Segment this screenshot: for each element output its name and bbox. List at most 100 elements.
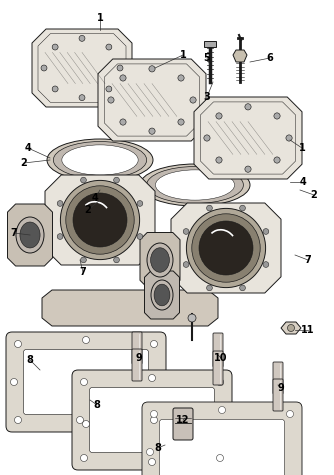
- Circle shape: [288, 324, 295, 332]
- Polygon shape: [45, 175, 155, 265]
- Circle shape: [263, 228, 269, 234]
- Text: 4: 4: [92, 193, 99, 203]
- Circle shape: [216, 157, 222, 163]
- Circle shape: [60, 180, 140, 260]
- Circle shape: [149, 374, 156, 381]
- Polygon shape: [98, 59, 206, 141]
- Circle shape: [120, 119, 126, 125]
- Circle shape: [274, 113, 280, 119]
- Circle shape: [216, 379, 223, 386]
- Circle shape: [216, 113, 222, 119]
- FancyBboxPatch shape: [132, 332, 142, 364]
- Circle shape: [188, 314, 196, 322]
- Circle shape: [80, 379, 88, 386]
- Circle shape: [14, 417, 21, 424]
- Circle shape: [178, 119, 184, 125]
- Text: 11: 11: [301, 325, 315, 335]
- Circle shape: [151, 410, 158, 418]
- FancyBboxPatch shape: [24, 350, 148, 414]
- Text: 12: 12: [176, 415, 190, 425]
- Circle shape: [120, 75, 126, 81]
- Circle shape: [240, 285, 245, 291]
- Text: 2: 2: [311, 190, 317, 200]
- Circle shape: [80, 177, 87, 183]
- Text: 6: 6: [267, 53, 273, 63]
- Polygon shape: [7, 204, 52, 266]
- Ellipse shape: [140, 164, 250, 206]
- FancyBboxPatch shape: [72, 370, 232, 470]
- Polygon shape: [171, 203, 281, 293]
- Ellipse shape: [147, 167, 243, 203]
- Circle shape: [216, 455, 223, 462]
- Circle shape: [73, 193, 127, 247]
- Polygon shape: [32, 29, 132, 107]
- Ellipse shape: [47, 139, 153, 181]
- Circle shape: [199, 221, 253, 275]
- Circle shape: [82, 336, 90, 343]
- Text: 7: 7: [305, 255, 311, 265]
- Polygon shape: [42, 290, 218, 326]
- Circle shape: [106, 44, 112, 50]
- Circle shape: [14, 341, 21, 348]
- Polygon shape: [233, 50, 247, 62]
- Ellipse shape: [151, 248, 169, 272]
- Text: 2: 2: [85, 205, 92, 215]
- Circle shape: [52, 44, 58, 50]
- Circle shape: [190, 97, 196, 103]
- Ellipse shape: [16, 217, 44, 253]
- Circle shape: [57, 200, 63, 206]
- FancyBboxPatch shape: [173, 408, 193, 440]
- Ellipse shape: [53, 142, 147, 179]
- Text: 8: 8: [155, 443, 161, 453]
- Circle shape: [10, 379, 17, 386]
- Circle shape: [149, 66, 155, 72]
- Circle shape: [80, 455, 88, 462]
- Text: 4: 4: [25, 143, 31, 153]
- Circle shape: [79, 95, 85, 101]
- Circle shape: [151, 341, 158, 348]
- Text: 8: 8: [27, 355, 33, 365]
- Circle shape: [137, 234, 143, 239]
- FancyBboxPatch shape: [213, 333, 223, 367]
- Circle shape: [186, 209, 266, 287]
- Circle shape: [183, 262, 189, 267]
- Text: 7: 7: [11, 228, 17, 238]
- Text: 10: 10: [214, 353, 228, 363]
- Circle shape: [108, 97, 114, 103]
- FancyBboxPatch shape: [273, 362, 283, 394]
- Text: 5: 5: [204, 53, 210, 63]
- Circle shape: [183, 228, 189, 234]
- Circle shape: [137, 200, 143, 206]
- Circle shape: [57, 234, 63, 239]
- Circle shape: [245, 166, 251, 172]
- Circle shape: [207, 205, 212, 211]
- Circle shape: [218, 407, 225, 414]
- Ellipse shape: [155, 170, 234, 200]
- FancyBboxPatch shape: [160, 419, 284, 475]
- Ellipse shape: [151, 280, 173, 310]
- Circle shape: [52, 86, 58, 92]
- Circle shape: [41, 65, 47, 71]
- Polygon shape: [145, 271, 179, 319]
- Text: 7: 7: [79, 267, 87, 277]
- Circle shape: [192, 214, 260, 282]
- Circle shape: [114, 177, 120, 183]
- FancyBboxPatch shape: [90, 388, 214, 452]
- Circle shape: [204, 135, 210, 141]
- Circle shape: [245, 104, 251, 110]
- Text: 4: 4: [300, 177, 306, 187]
- Circle shape: [178, 75, 184, 81]
- Text: 2: 2: [21, 158, 27, 168]
- Circle shape: [149, 458, 156, 466]
- Circle shape: [240, 205, 245, 211]
- FancyBboxPatch shape: [204, 41, 216, 47]
- Text: 1: 1: [299, 143, 305, 153]
- Circle shape: [82, 420, 90, 428]
- Ellipse shape: [147, 243, 173, 277]
- Circle shape: [286, 135, 292, 141]
- Ellipse shape: [154, 284, 170, 306]
- Circle shape: [287, 410, 294, 418]
- FancyBboxPatch shape: [213, 351, 223, 385]
- FancyBboxPatch shape: [142, 402, 302, 475]
- Circle shape: [114, 257, 120, 263]
